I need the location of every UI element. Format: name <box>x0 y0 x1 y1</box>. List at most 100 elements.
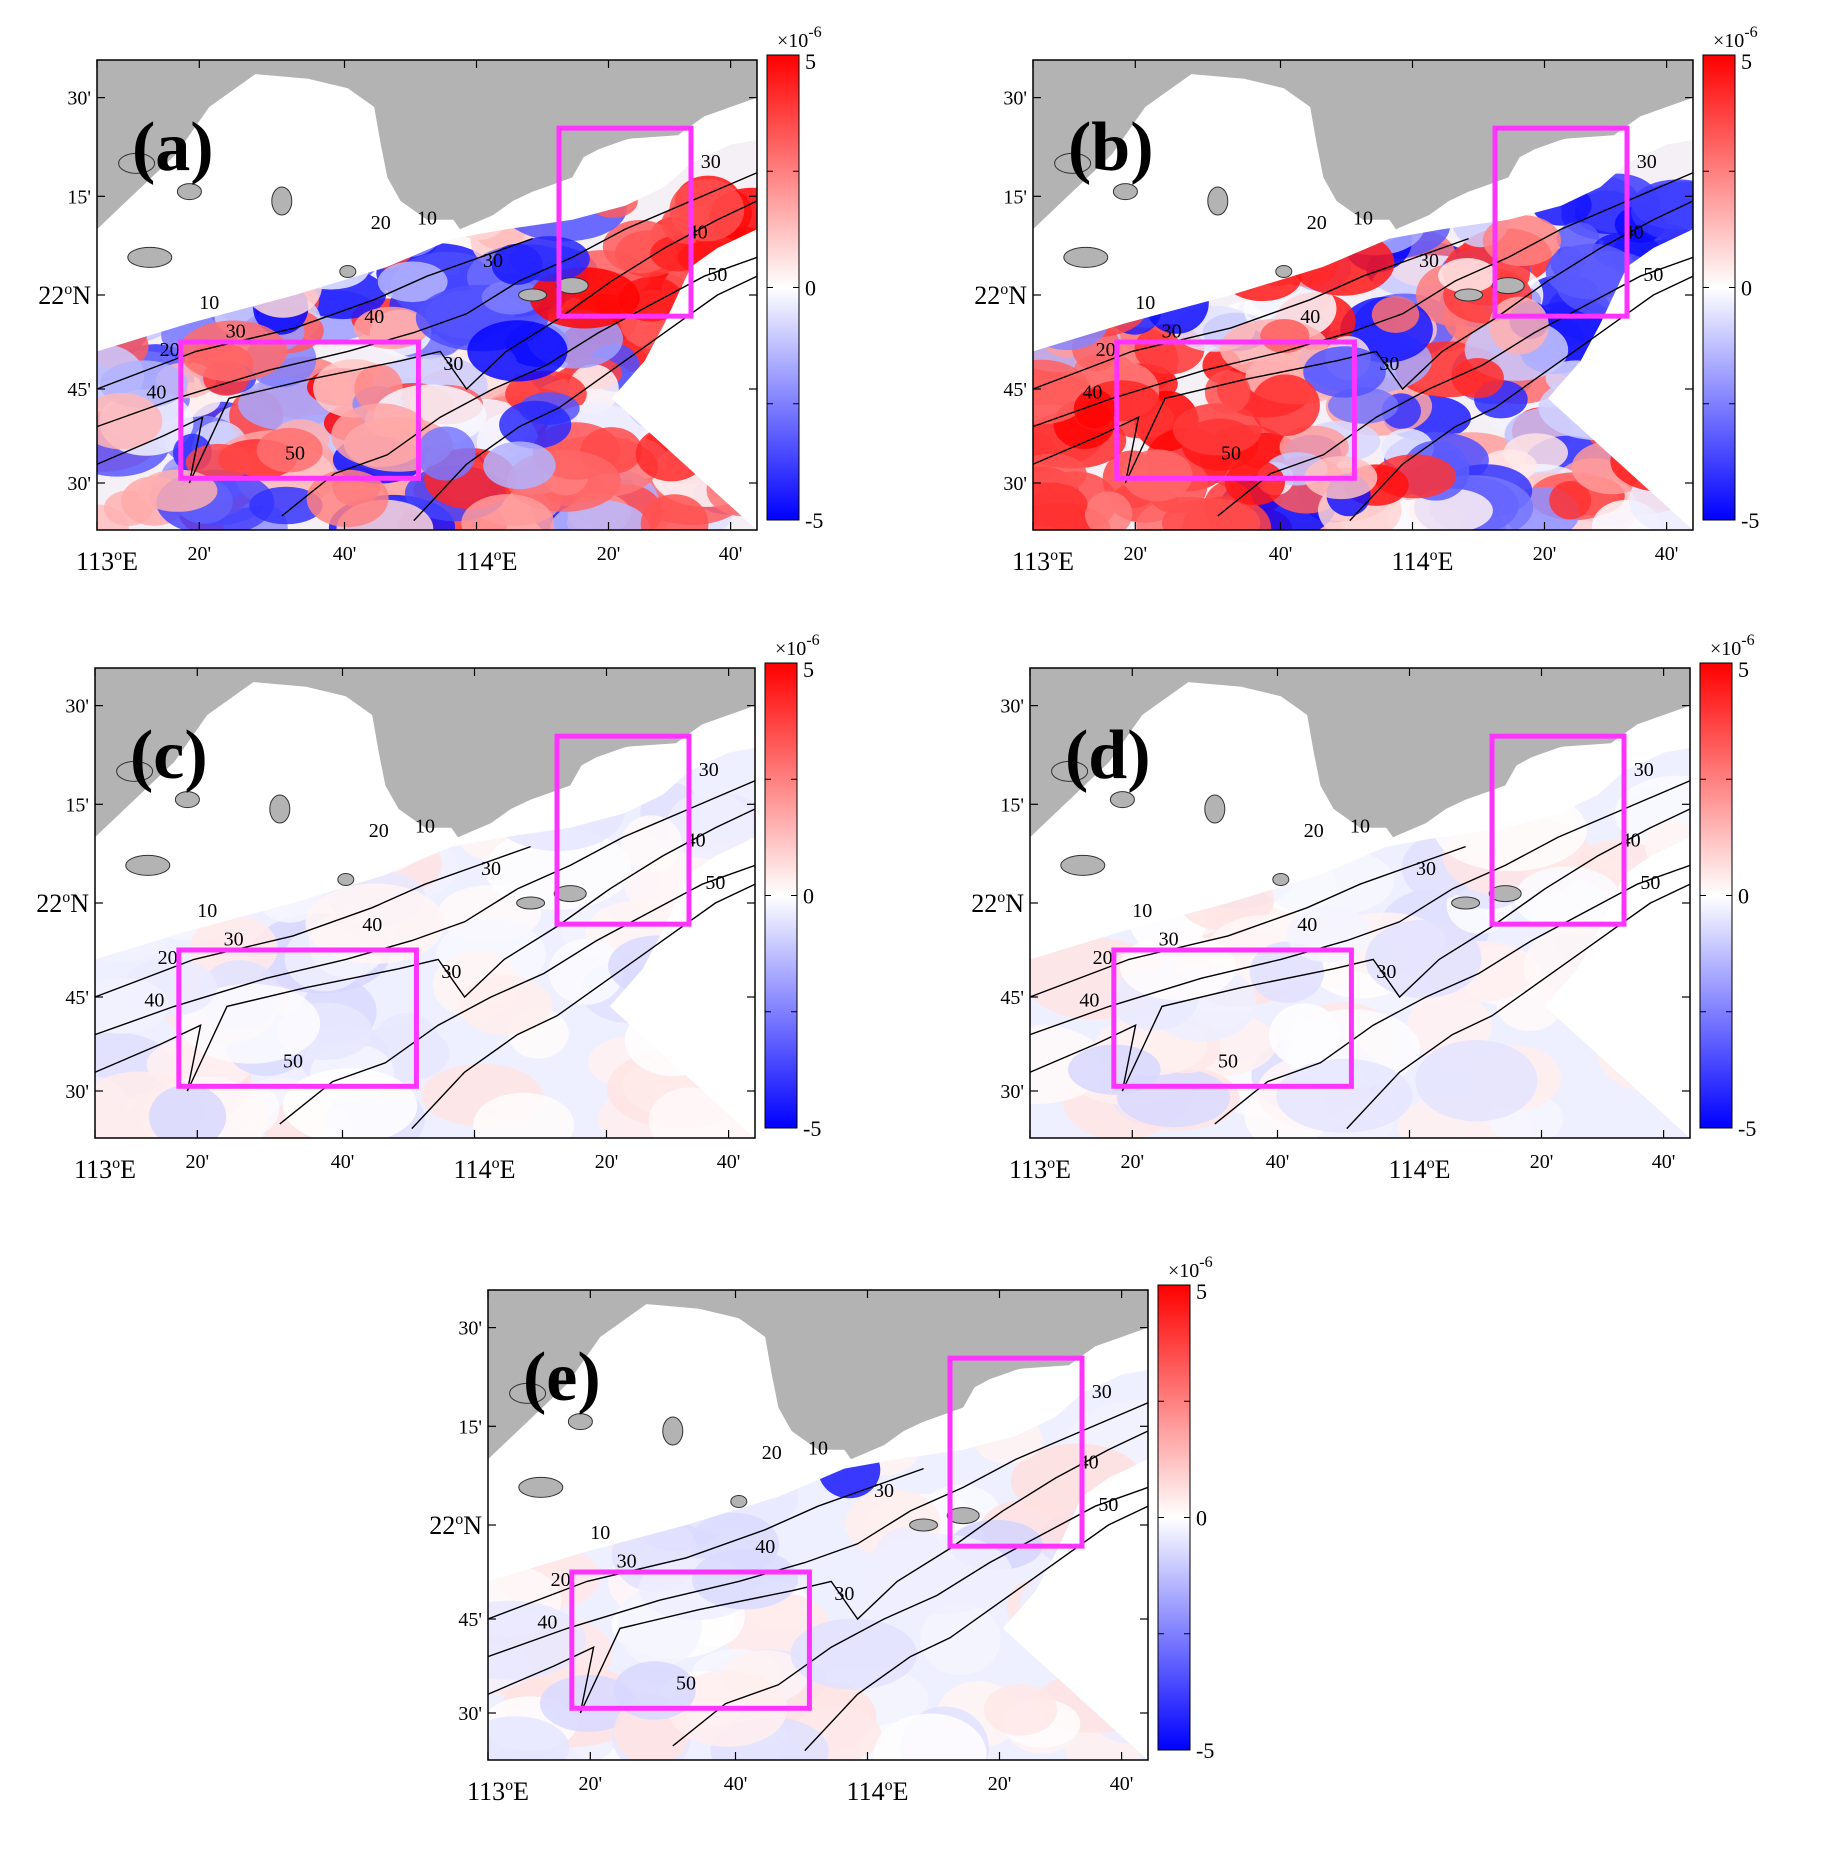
island <box>116 760 154 782</box>
x-tick-label: 40' <box>1652 1151 1676 1173</box>
isobaths <box>488 1402 1148 1752</box>
contour-label: 30 <box>1162 320 1182 342</box>
contour-label: 20 <box>369 820 389 842</box>
contour-label: 10 <box>1353 208 1373 230</box>
colorbar-bottom-label: -5 <box>1741 508 1759 533</box>
island <box>1488 885 1522 903</box>
contour-label: 30 <box>1419 250 1439 272</box>
island <box>1063 246 1109 268</box>
y-tick-label: 22oN <box>38 281 91 310</box>
contour-label: 50 <box>1221 443 1241 465</box>
contour-label: 10 <box>1132 900 1152 922</box>
colorbar: 5 0 -5 ×10-6 <box>766 24 823 533</box>
y-tick-label: 22oN <box>971 889 1024 918</box>
contour-label: 40 <box>146 381 166 403</box>
region-box-south <box>176 947 419 1089</box>
island <box>118 152 156 174</box>
x-tick-label: 114oE <box>456 547 518 576</box>
island <box>269 794 291 824</box>
contour-label: 40 <box>144 989 164 1011</box>
contour-label: 30 <box>874 1480 894 1502</box>
y-tick-label: 30' <box>1000 696 1024 718</box>
colorbar-top-label: 5 <box>1741 49 1752 74</box>
island <box>1451 896 1481 910</box>
y-tick-label: 45' <box>1003 379 1027 401</box>
region-box-south <box>569 1569 812 1711</box>
contour-label: 30 <box>699 759 719 781</box>
contour-label: 30 <box>1637 151 1657 173</box>
island <box>176 183 202 201</box>
x-tick-label: 20' <box>595 1151 619 1173</box>
contour-label: 50 <box>285 443 305 465</box>
contour-label: 10 <box>417 208 437 230</box>
x-tick-label: 20' <box>1533 543 1557 565</box>
y-tick-label: 22oN <box>974 281 1027 310</box>
y-tick-label: 15' <box>67 186 91 208</box>
y-tick-label: 30' <box>67 473 91 495</box>
island <box>909 1518 939 1532</box>
island <box>1491 277 1525 295</box>
contour-label: 50 <box>1640 872 1660 894</box>
contour-label: 20 <box>371 212 391 234</box>
contour-label: 40 <box>755 1536 775 1558</box>
colorbar: 5 0 -5 ×10-6 <box>764 632 821 1141</box>
y-tick-label: 15' <box>458 1416 482 1438</box>
y-tick-label: 30' <box>67 88 91 110</box>
contour-label: 10 <box>808 1438 828 1460</box>
contour-label: 50 <box>1098 1494 1118 1516</box>
colorbar-multiplier: ×10-6 <box>1713 24 1758 52</box>
colorbar-mid-label: 0 <box>1196 1506 1207 1531</box>
land-east <box>1360 668 1690 838</box>
contour-label: 20 <box>158 947 178 969</box>
region-box-east <box>556 125 694 319</box>
contour-label: 40 <box>362 914 382 936</box>
region-box-east <box>1489 733 1627 927</box>
x-tick-label: 114oE <box>454 1155 516 1184</box>
x-tick-label: 40' <box>1655 543 1679 565</box>
panel-label: (e) <box>523 1339 601 1416</box>
island <box>555 277 589 295</box>
contour-label: 20 <box>1096 339 1116 361</box>
island <box>1060 854 1106 876</box>
x-tick-label: 20' <box>1120 1151 1144 1173</box>
island <box>1272 873 1290 886</box>
contour-label: 50 <box>283 1051 303 1073</box>
colorbar-mid-label: 0 <box>805 276 816 301</box>
colorbar-bottom-label: -5 <box>1738 1116 1756 1141</box>
contour-label: 30 <box>1379 353 1399 375</box>
x-tick-label: 40' <box>1110 1773 1134 1795</box>
island <box>337 873 355 886</box>
colorbar-mid-label: 0 <box>803 884 814 909</box>
contour-label: 10 <box>1135 292 1155 314</box>
region-box-south <box>1114 339 1357 481</box>
colorbar-bottom-label: -5 <box>1196 1738 1214 1763</box>
colorbar-top-label: 5 <box>805 49 816 74</box>
y-tick-label: 30' <box>458 1703 482 1725</box>
region-box-east <box>1492 125 1630 319</box>
panel-label: (d) <box>1065 717 1151 794</box>
region-box-east <box>554 733 692 927</box>
land-east <box>1363 60 1693 230</box>
x-tick-label: 113oE <box>1009 1155 1071 1184</box>
island <box>730 1495 748 1508</box>
contour-label: 30 <box>1376 961 1396 983</box>
contour-label: 30 <box>834 1583 854 1605</box>
island <box>1207 186 1229 216</box>
contour-label: 40 <box>1300 306 1320 328</box>
island <box>1051 760 1089 782</box>
contour-label: 30 <box>483 250 503 272</box>
island <box>1275 265 1293 278</box>
isobaths <box>1033 172 1693 522</box>
contour-label: 10 <box>590 1522 610 1544</box>
isobaths <box>1030 780 1690 1130</box>
island <box>516 896 546 910</box>
contour-label: 20 <box>160 339 180 361</box>
contour-label: 30 <box>1159 928 1179 950</box>
region-box-east <box>947 1355 1085 1549</box>
x-tick-label: 113oE <box>74 1155 136 1184</box>
region-box-south <box>1111 947 1354 1089</box>
contour-label: 10 <box>415 816 435 838</box>
